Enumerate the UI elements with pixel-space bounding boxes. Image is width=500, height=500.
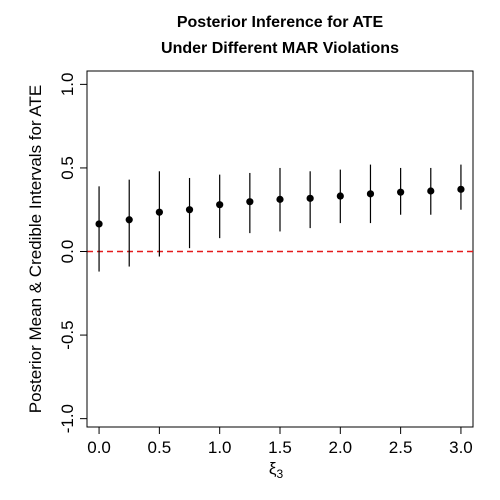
x-tick-label: 2.5 [389, 438, 413, 457]
y-tick-label: 0.5 [58, 156, 77, 180]
posterior-mean-point [185, 206, 194, 214]
posterior-mean-point [457, 185, 465, 193]
chart-title-line-2: Under Different MAR Violations [161, 40, 399, 57]
y-axis: -1.0 -0.5 0.0 0.5 1.0 [58, 73, 88, 433]
posterior-mean-point [216, 201, 224, 209]
y-tick-label: 1.0 [58, 73, 77, 97]
x-axis-label: ξ3 [269, 459, 284, 481]
posterior-mean-point [306, 194, 314, 202]
posterior-mean-point [246, 198, 254, 206]
x-tick-label: 0.0 [87, 438, 111, 457]
plot-frame [86, 70, 474, 428]
y-axis-label: Posterior Mean & Credible Intervals for … [26, 85, 45, 414]
y-tick-label: -0.5 [58, 320, 77, 349]
x-tick-label: 1.0 [208, 438, 232, 457]
posterior-mean-point [95, 220, 103, 228]
chart-title-line-1: Posterior Inference for ATE [177, 14, 384, 31]
posterior-mean-point [276, 195, 284, 203]
x-tick-label: 1.5 [268, 438, 292, 457]
x-axis-label-symbol: ξ [269, 459, 277, 478]
x-tick-label: 2.0 [328, 438, 352, 457]
posterior-mean-point [397, 188, 405, 196]
posterior-mean-point [336, 192, 344, 200]
x-axis-label-subscript: 3 [276, 467, 283, 481]
data-marks [95, 164, 465, 272]
posterior-mean-point [366, 190, 375, 198]
x-tick-label: 0.5 [148, 438, 172, 457]
y-tick-label: 0.0 [58, 240, 77, 264]
x-tick-label: 3.0 [449, 438, 473, 457]
posterior-mean-point [155, 208, 163, 216]
x-axis: 0.0 0.5 1.0 1.5 2.0 2.5 3.0 [87, 426, 473, 457]
y-tick-label: -1.0 [58, 404, 77, 433]
posterior-mean-point [125, 216, 133, 224]
posterior-mean-point [427, 187, 435, 195]
